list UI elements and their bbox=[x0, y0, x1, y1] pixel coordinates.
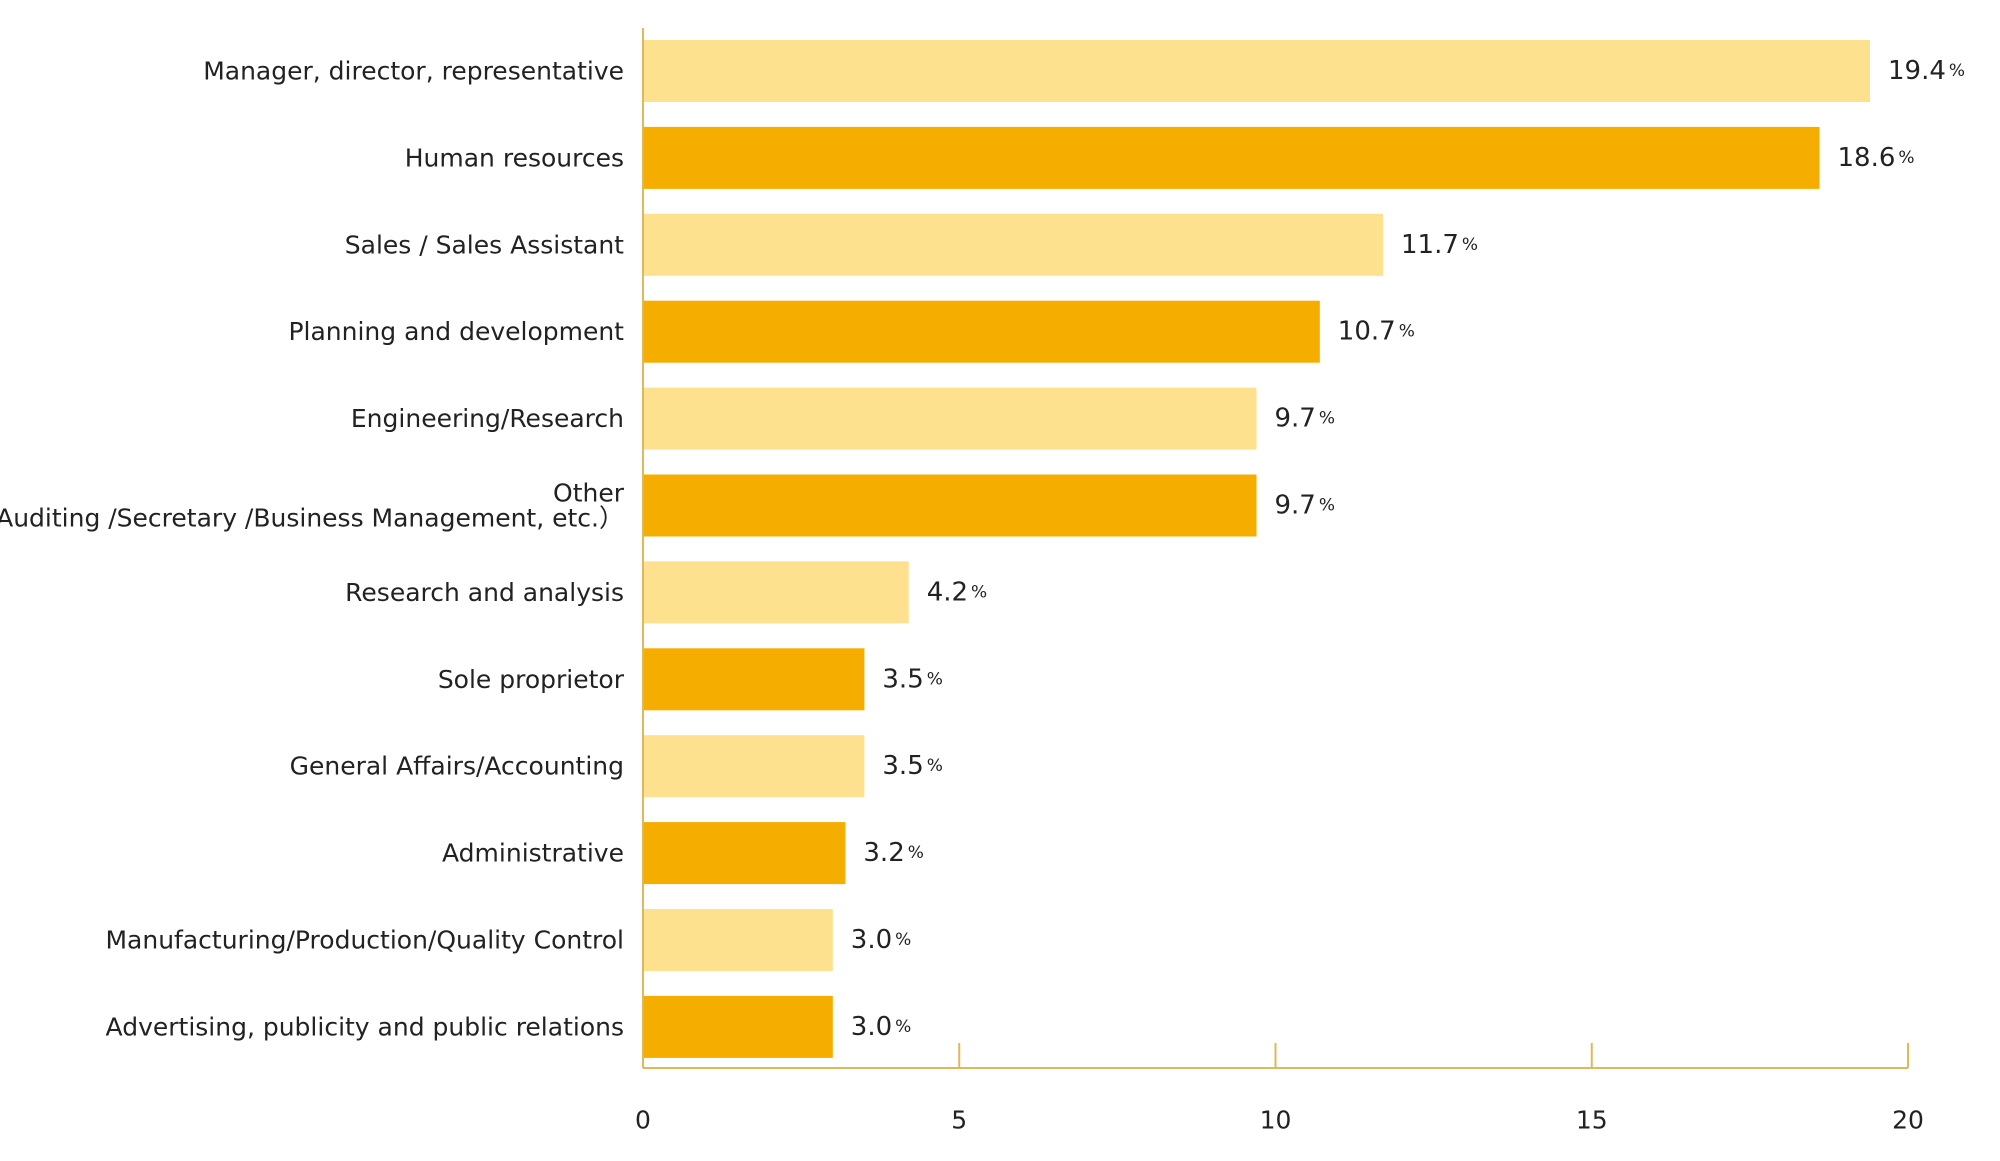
value-unit: % bbox=[1898, 148, 1914, 168]
x-tick-label: 15 bbox=[1576, 1106, 1608, 1135]
bar bbox=[643, 126, 1820, 189]
value-number: 3.0 bbox=[851, 925, 892, 955]
bar bbox=[643, 909, 833, 971]
value-label: 4.2% bbox=[927, 577, 988, 607]
x-tick-label: 20 bbox=[1892, 1106, 1924, 1135]
value-number: 3.2 bbox=[863, 838, 904, 868]
labels-layer: Manager, director, representative 19.4 % Hu… bbox=[0, 56, 1965, 1042]
value-unit: % bbox=[1399, 322, 1415, 342]
value-label: 3.0% bbox=[851, 925, 912, 955]
value-label: 18.6% bbox=[1838, 143, 1915, 173]
value-number: 11.7 bbox=[1401, 230, 1459, 260]
bar bbox=[643, 822, 846, 885]
category-label: Human resources bbox=[405, 143, 624, 172]
value-unit: % bbox=[927, 756, 943, 776]
value-number: 10.7 bbox=[1338, 317, 1396, 347]
category-label: Advertising, publicity and public relati… bbox=[106, 1012, 624, 1041]
category-label: Planning and development bbox=[288, 317, 624, 346]
value-unit: % bbox=[1319, 409, 1335, 429]
value-unit: % bbox=[895, 1017, 911, 1037]
bar bbox=[643, 387, 1257, 450]
bars-layer bbox=[643, 40, 1870, 1058]
value-unit: % bbox=[1949, 61, 1965, 81]
bar bbox=[643, 40, 1870, 102]
value-label: 9.7% bbox=[1275, 491, 1336, 521]
category-label: General Affairs/Accounting bbox=[290, 752, 624, 781]
value-number: 18.6 bbox=[1838, 143, 1896, 173]
category-label: Sales / Sales Assistant bbox=[345, 230, 624, 259]
bar bbox=[643, 561, 909, 624]
value-unit: % bbox=[927, 669, 943, 689]
value-number: 3.5 bbox=[882, 664, 923, 694]
x-tick-label: 0 bbox=[635, 1106, 651, 1135]
x-tick-label: 10 bbox=[1260, 1106, 1292, 1135]
value-number: 19.4 bbox=[1888, 56, 1946, 86]
value-label: 11.7% bbox=[1401, 230, 1478, 260]
value-label: 3.5% bbox=[882, 751, 943, 781]
bar bbox=[643, 735, 865, 798]
x-tick-label: 5 bbox=[951, 1106, 967, 1135]
category-label: Manager, director, representative bbox=[203, 57, 624, 86]
x-axis: 0 5 10 15 20 bbox=[635, 28, 1924, 1135]
category-label: Sole proprietor bbox=[438, 665, 625, 694]
value-label: 9.7% bbox=[1275, 404, 1336, 434]
value-label: 10.7% bbox=[1338, 317, 1415, 347]
value-unit: % bbox=[971, 582, 987, 602]
category-label: Other bbox=[553, 479, 625, 508]
value-number: 9.7 bbox=[1275, 404, 1316, 434]
category-label: Manufacturing/Production/Quality Control bbox=[105, 926, 624, 955]
value-label: 3.0% bbox=[851, 1012, 912, 1042]
bar bbox=[643, 474, 1257, 537]
bar bbox=[643, 648, 865, 711]
value-label: 19.4% bbox=[1888, 56, 1965, 86]
category-label: （Auditing /Secretary /Business Managemen… bbox=[0, 504, 624, 533]
value-label: 3.2% bbox=[863, 838, 924, 868]
value-number: 3.0 bbox=[851, 1012, 892, 1042]
value-unit: % bbox=[908, 843, 924, 863]
bar bbox=[643, 213, 1383, 276]
category-label: Engineering/Research bbox=[351, 404, 624, 433]
category-label: Administrative bbox=[442, 839, 624, 868]
value-unit: % bbox=[895, 930, 911, 950]
value-label: 3.5% bbox=[882, 664, 943, 694]
category-label: Research and analysis bbox=[345, 578, 624, 607]
value-unit: % bbox=[1462, 235, 1478, 255]
value-number: 4.2 bbox=[927, 577, 968, 607]
value-number: 9.7 bbox=[1275, 491, 1316, 521]
value-number: 3.5 bbox=[882, 751, 923, 781]
bar bbox=[643, 995, 833, 1058]
value-unit: % bbox=[1319, 496, 1335, 516]
bar bbox=[643, 300, 1320, 363]
